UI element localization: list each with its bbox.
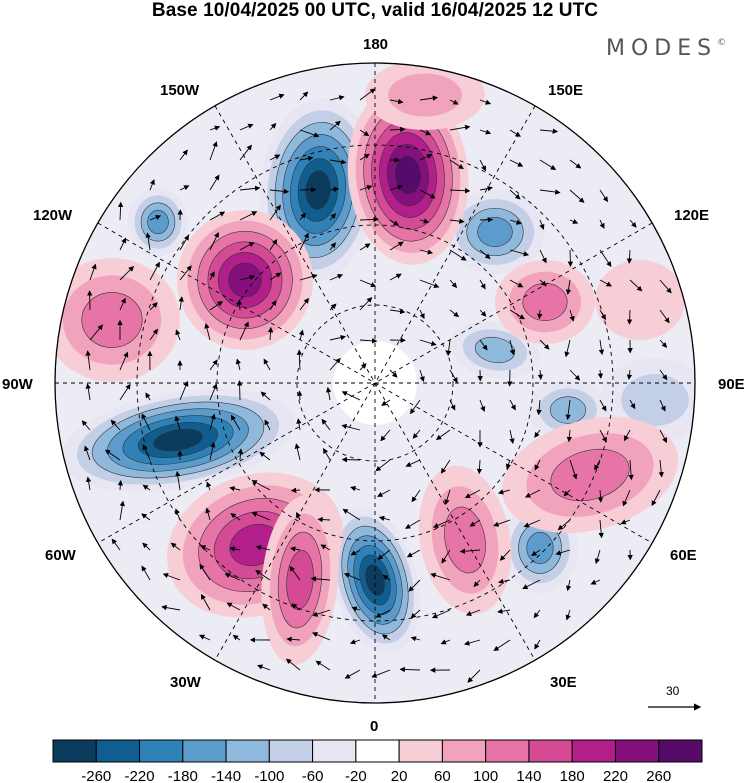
anomaly-fields xyxy=(55,63,695,665)
lon-label-30w: 30W xyxy=(170,674,201,691)
anomaly-low xyxy=(259,98,377,282)
wind-vectors xyxy=(81,88,672,683)
colorbar-swatch xyxy=(528,739,573,763)
colorbar-swatch xyxy=(441,739,487,763)
colorbar-tick-label: -20 xyxy=(345,768,367,783)
colorbar-tick-label: -140 xyxy=(211,768,241,783)
colorbar-swatch xyxy=(95,739,141,763)
colorbar-tick-label: -220 xyxy=(125,768,155,783)
colorbar-swatch xyxy=(182,739,227,763)
anomaly-high xyxy=(177,210,313,350)
anomaly-low xyxy=(128,188,188,256)
anomaly-low xyxy=(61,388,295,492)
colorbar-tick-label: -260 xyxy=(81,768,111,783)
lon-label-60e: 60E xyxy=(670,547,697,564)
colorbar-swatch xyxy=(268,739,314,763)
lon-label-90w: 90W xyxy=(2,376,33,393)
anomaly-high xyxy=(501,416,679,534)
lon-label-150e: 150E xyxy=(548,82,584,99)
colorbar-tick-label: -60 xyxy=(302,768,324,783)
brand-mark: © xyxy=(717,38,727,48)
brand-logo: MODES© xyxy=(606,36,726,61)
lon-label-60w: 60W xyxy=(45,547,76,564)
colorbar-swatch xyxy=(571,739,616,763)
lon-label-0: 0 xyxy=(370,718,379,735)
colorbar-swatch xyxy=(614,739,660,763)
anomaly-low xyxy=(528,380,608,440)
anomaly-high xyxy=(365,63,485,130)
colorbar-swatch xyxy=(355,739,400,763)
colorbar-tick-label: -100 xyxy=(254,768,284,783)
anomaly-high xyxy=(55,258,180,382)
wind-reference-label: 30 xyxy=(666,684,680,698)
anomaly-low xyxy=(330,506,420,654)
colorbar-swatch xyxy=(312,739,357,763)
chart-title: Base 10/04/2025 00 UTC, valid 16/04/2025… xyxy=(151,0,599,21)
colorbar-swatch xyxy=(658,739,703,763)
colorbar-tick-label: 60 xyxy=(434,768,451,783)
anomaly-high xyxy=(595,260,685,340)
graticule xyxy=(55,63,695,703)
colorbar-swatch xyxy=(139,739,184,763)
lon-label-120w: 120W xyxy=(33,207,73,224)
map-border xyxy=(54,62,696,704)
colorbar-tick-label: 20 xyxy=(391,768,408,783)
lon-label-180: 180 xyxy=(363,36,389,53)
colorbar-swatch xyxy=(225,739,270,763)
colorbar-tick-label: 140 xyxy=(516,768,541,783)
colorbar-tick-label: 100 xyxy=(473,768,498,783)
lon-label-30e: 30E xyxy=(550,674,577,691)
lon-label-150w: 150W xyxy=(160,82,200,99)
colorbar-tick-label: 220 xyxy=(603,768,628,783)
lon-label-90e: 90E xyxy=(718,376,745,393)
lon-label-120e: 120E xyxy=(674,207,710,224)
colorbar-tick-label: 180 xyxy=(560,768,585,783)
colorbar-swatch xyxy=(485,739,530,763)
colorbar-swatch xyxy=(52,739,97,763)
colorbar-swatch xyxy=(398,739,443,763)
colorbar-tick-label: -180 xyxy=(168,768,198,783)
colorbar-tick-label: 260 xyxy=(646,768,671,783)
brand-text: MODES xyxy=(606,36,718,61)
